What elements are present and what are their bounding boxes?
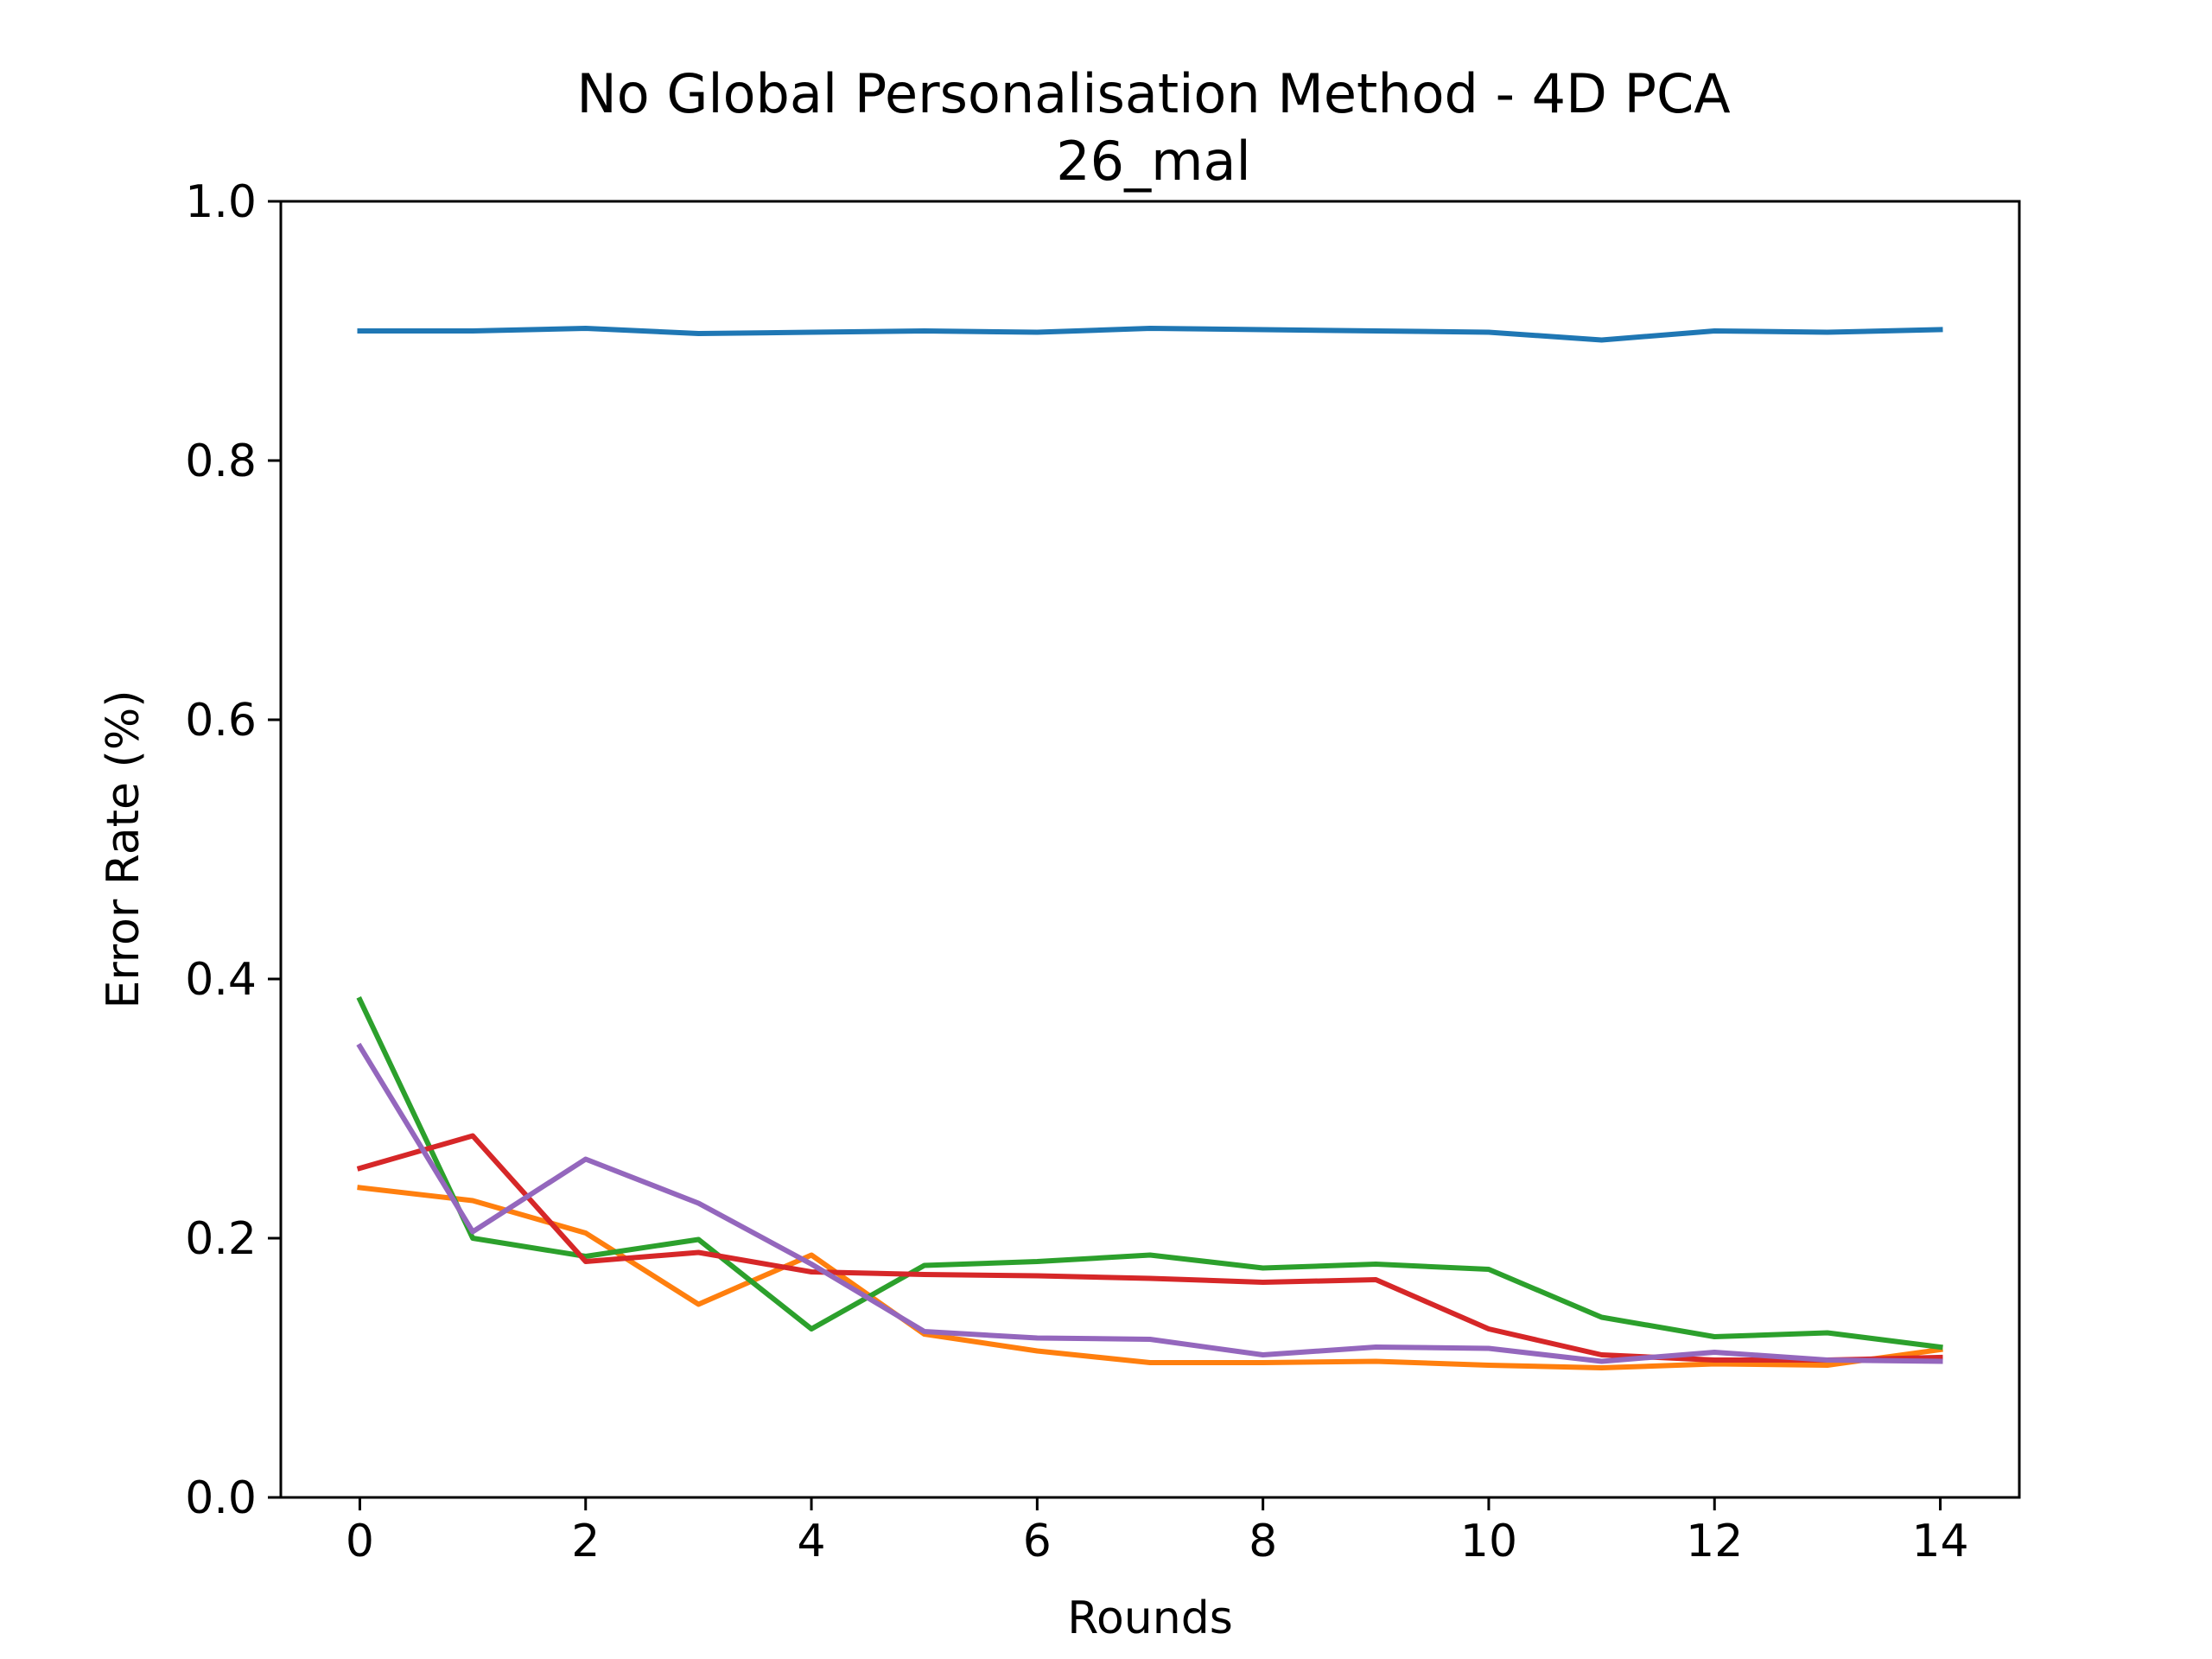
x-tick-label: 10 (1460, 1516, 1517, 1567)
y-tick-label: 0.6 (185, 695, 257, 747)
x-tick-label: 4 (798, 1516, 826, 1567)
series-layer (356, 326, 1943, 1370)
y-tick-label: 0.0 (185, 1472, 257, 1524)
y-tick-label: 0.4 (185, 954, 257, 1006)
plot-frame (279, 200, 2021, 1499)
x-tick-label: 12 (1686, 1516, 1743, 1567)
y-tick-label: 1.0 (185, 176, 257, 228)
x-tick-label: 8 (1249, 1516, 1277, 1567)
series-line-3 (356, 996, 1943, 1351)
x-axis-ticks: 0 2 4 6 8 10 12 14 (346, 1497, 1969, 1567)
y-axis-ticks: 0.0 0.2 0.4 0.6 0.8 1.0 (185, 176, 281, 1524)
chart-subtitle: 26_mal (1056, 130, 1251, 193)
x-tick-label: 6 (1023, 1516, 1052, 1567)
series-line-1 (357, 326, 1943, 343)
x-tick-label: 0 (346, 1516, 374, 1567)
y-tick-label: 0.2 (185, 1213, 257, 1265)
series-line-5 (356, 1042, 1943, 1364)
y-tick-label: 0.8 (185, 435, 257, 487)
x-axis-label: Rounds (1067, 1592, 1233, 1644)
x-tick-label: 14 (1911, 1516, 1968, 1567)
x-tick-label: 2 (571, 1516, 600, 1567)
y-axis-label: Error Rate (%) (98, 690, 149, 1008)
series-line-4 (356, 1133, 1943, 1363)
chart-title: No Global Personalisation Method - 4D PC… (576, 62, 1730, 125)
